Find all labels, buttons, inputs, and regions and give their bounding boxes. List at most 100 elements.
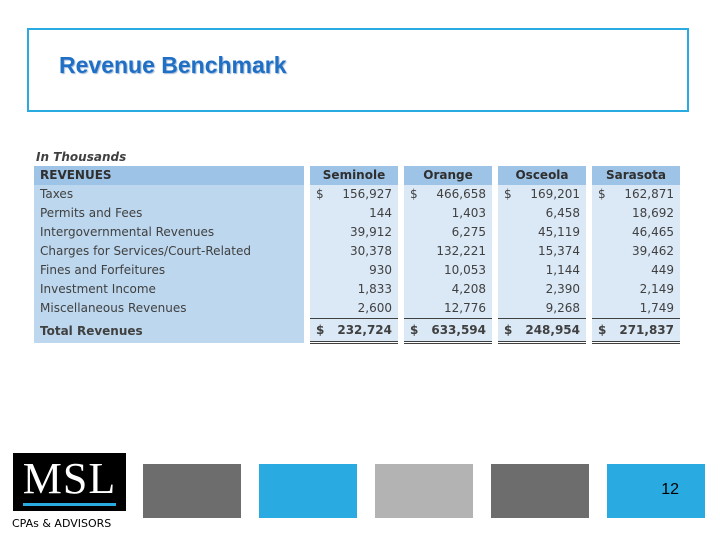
column-gap <box>398 261 404 280</box>
column-gap <box>398 223 404 242</box>
currency-sign <box>404 280 424 299</box>
currency-sign: $ <box>310 318 330 344</box>
column-gap <box>586 299 592 319</box>
currency-sign <box>592 280 612 299</box>
row-label: Taxes <box>34 185 304 204</box>
cell-value: 9,268 <box>518 299 586 319</box>
cell-value: 39,462 <box>612 242 680 261</box>
table-caption: In Thousands <box>36 150 127 164</box>
footer-block-5: 12 <box>607 464 705 518</box>
currency-sign <box>310 261 330 280</box>
footer-block-2 <box>259 464 357 518</box>
table-row: Miscellaneous Revenues 2,600 12,776 9,268 1,… <box>34 299 680 319</box>
column-gap <box>492 185 498 204</box>
column-gap <box>398 318 404 343</box>
column-gap <box>586 166 592 185</box>
currency-sign: $ <box>310 185 330 204</box>
currency-sign: $ <box>404 318 424 344</box>
cell-value: 162,871 <box>612 185 680 204</box>
cell-value: 6,275 <box>424 223 492 242</box>
currency-sign <box>404 242 424 261</box>
currency-sign <box>498 223 518 242</box>
currency-sign: $ <box>592 318 612 344</box>
cell-value: 132,221 <box>424 242 492 261</box>
table-total-row: Total Revenues $232,724 $633,594 $248,954 $2… <box>34 318 680 344</box>
cell-value: 12,776 <box>424 299 492 319</box>
column-gap <box>586 223 592 242</box>
cell-value: 10,053 <box>424 261 492 280</box>
column-gap <box>304 166 310 185</box>
title-box: Revenue Benchmark <box>27 28 689 112</box>
column-gap <box>304 223 310 242</box>
currency-sign <box>310 280 330 299</box>
row-label: Miscellaneous Revenues <box>34 299 304 319</box>
currency-sign <box>404 204 424 223</box>
column-gap <box>492 318 498 343</box>
column-header-osceola: Osceola <box>498 166 586 185</box>
currency-sign <box>404 223 424 242</box>
column-gap <box>586 318 592 343</box>
cell-value: 46,465 <box>612 223 680 242</box>
total-value: 248,954 <box>518 318 586 344</box>
cell-value: 169,201 <box>518 185 586 204</box>
cell-value: 30,378 <box>330 242 398 261</box>
table-row: Taxes $156,927 $466,658 $169,201 $162,871 <box>34 185 680 204</box>
table-row: Permits and Fees 144 1,403 6,458 18,692 <box>34 204 680 223</box>
revenue-table: REVENUES Seminole Orange Osceola Sarasota Tax… <box>34 166 680 344</box>
column-header-sarasota: Sarasota <box>592 166 680 185</box>
cell-value: 930 <box>330 261 398 280</box>
currency-sign <box>498 204 518 223</box>
row-label: Permits and Fees <box>34 204 304 223</box>
currency-sign: $ <box>498 185 518 204</box>
currency-sign <box>498 261 518 280</box>
footer-block-4 <box>491 464 589 518</box>
currency-sign: $ <box>592 185 612 204</box>
currency-sign <box>592 261 612 280</box>
header-label: REVENUES <box>34 166 304 185</box>
cell-value: 15,374 <box>518 242 586 261</box>
column-gap <box>492 299 498 319</box>
currency-sign <box>310 299 330 319</box>
column-gap <box>492 204 498 223</box>
row-label: Investment Income <box>34 280 304 299</box>
table-row: Investment Income 1,833 4,208 2,390 2,149 <box>34 280 680 299</box>
table-header-row: REVENUES Seminole Orange Osceola Sarasota <box>34 166 680 185</box>
column-gap <box>586 261 592 280</box>
column-gap <box>586 242 592 261</box>
column-gap <box>398 242 404 261</box>
total-value: 232,724 <box>330 318 398 344</box>
cell-value: 39,912 <box>330 223 398 242</box>
table-row: Fines and Forfeitures 930 10,053 1,144 449 <box>34 261 680 280</box>
column-gap <box>398 299 404 319</box>
cell-value: 2,390 <box>518 280 586 299</box>
currency-sign <box>310 204 330 223</box>
row-label: Intergovernmental Revenues <box>34 223 304 242</box>
column-header-seminole: Seminole <box>310 166 398 185</box>
column-gap <box>398 204 404 223</box>
currency-sign <box>592 242 612 261</box>
column-gap <box>304 204 310 223</box>
currency-sign <box>498 299 518 319</box>
currency-sign <box>498 280 518 299</box>
cell-value: 449 <box>612 261 680 280</box>
column-gap <box>492 166 498 185</box>
column-gap <box>304 185 310 204</box>
column-gap <box>492 261 498 280</box>
currency-sign <box>592 223 612 242</box>
logo-tagline: CPAs & ADVISORS <box>12 517 112 530</box>
currency-sign <box>404 261 424 280</box>
cell-value: 4,208 <box>424 280 492 299</box>
total-value: 633,594 <box>424 318 492 344</box>
cell-value: 1,144 <box>518 261 586 280</box>
currency-sign: $ <box>498 318 518 344</box>
column-gap <box>586 185 592 204</box>
cell-value: 1,833 <box>330 280 398 299</box>
currency-sign <box>592 299 612 319</box>
total-label: Total Revenues <box>34 318 304 343</box>
msl-logo: MSL <box>13 453 126 511</box>
cell-value: 2,149 <box>612 280 680 299</box>
cell-value: 6,458 <box>518 204 586 223</box>
slide-title: Revenue Benchmark <box>59 52 287 78</box>
column-header-orange: Orange <box>404 166 492 185</box>
column-gap <box>398 166 404 185</box>
